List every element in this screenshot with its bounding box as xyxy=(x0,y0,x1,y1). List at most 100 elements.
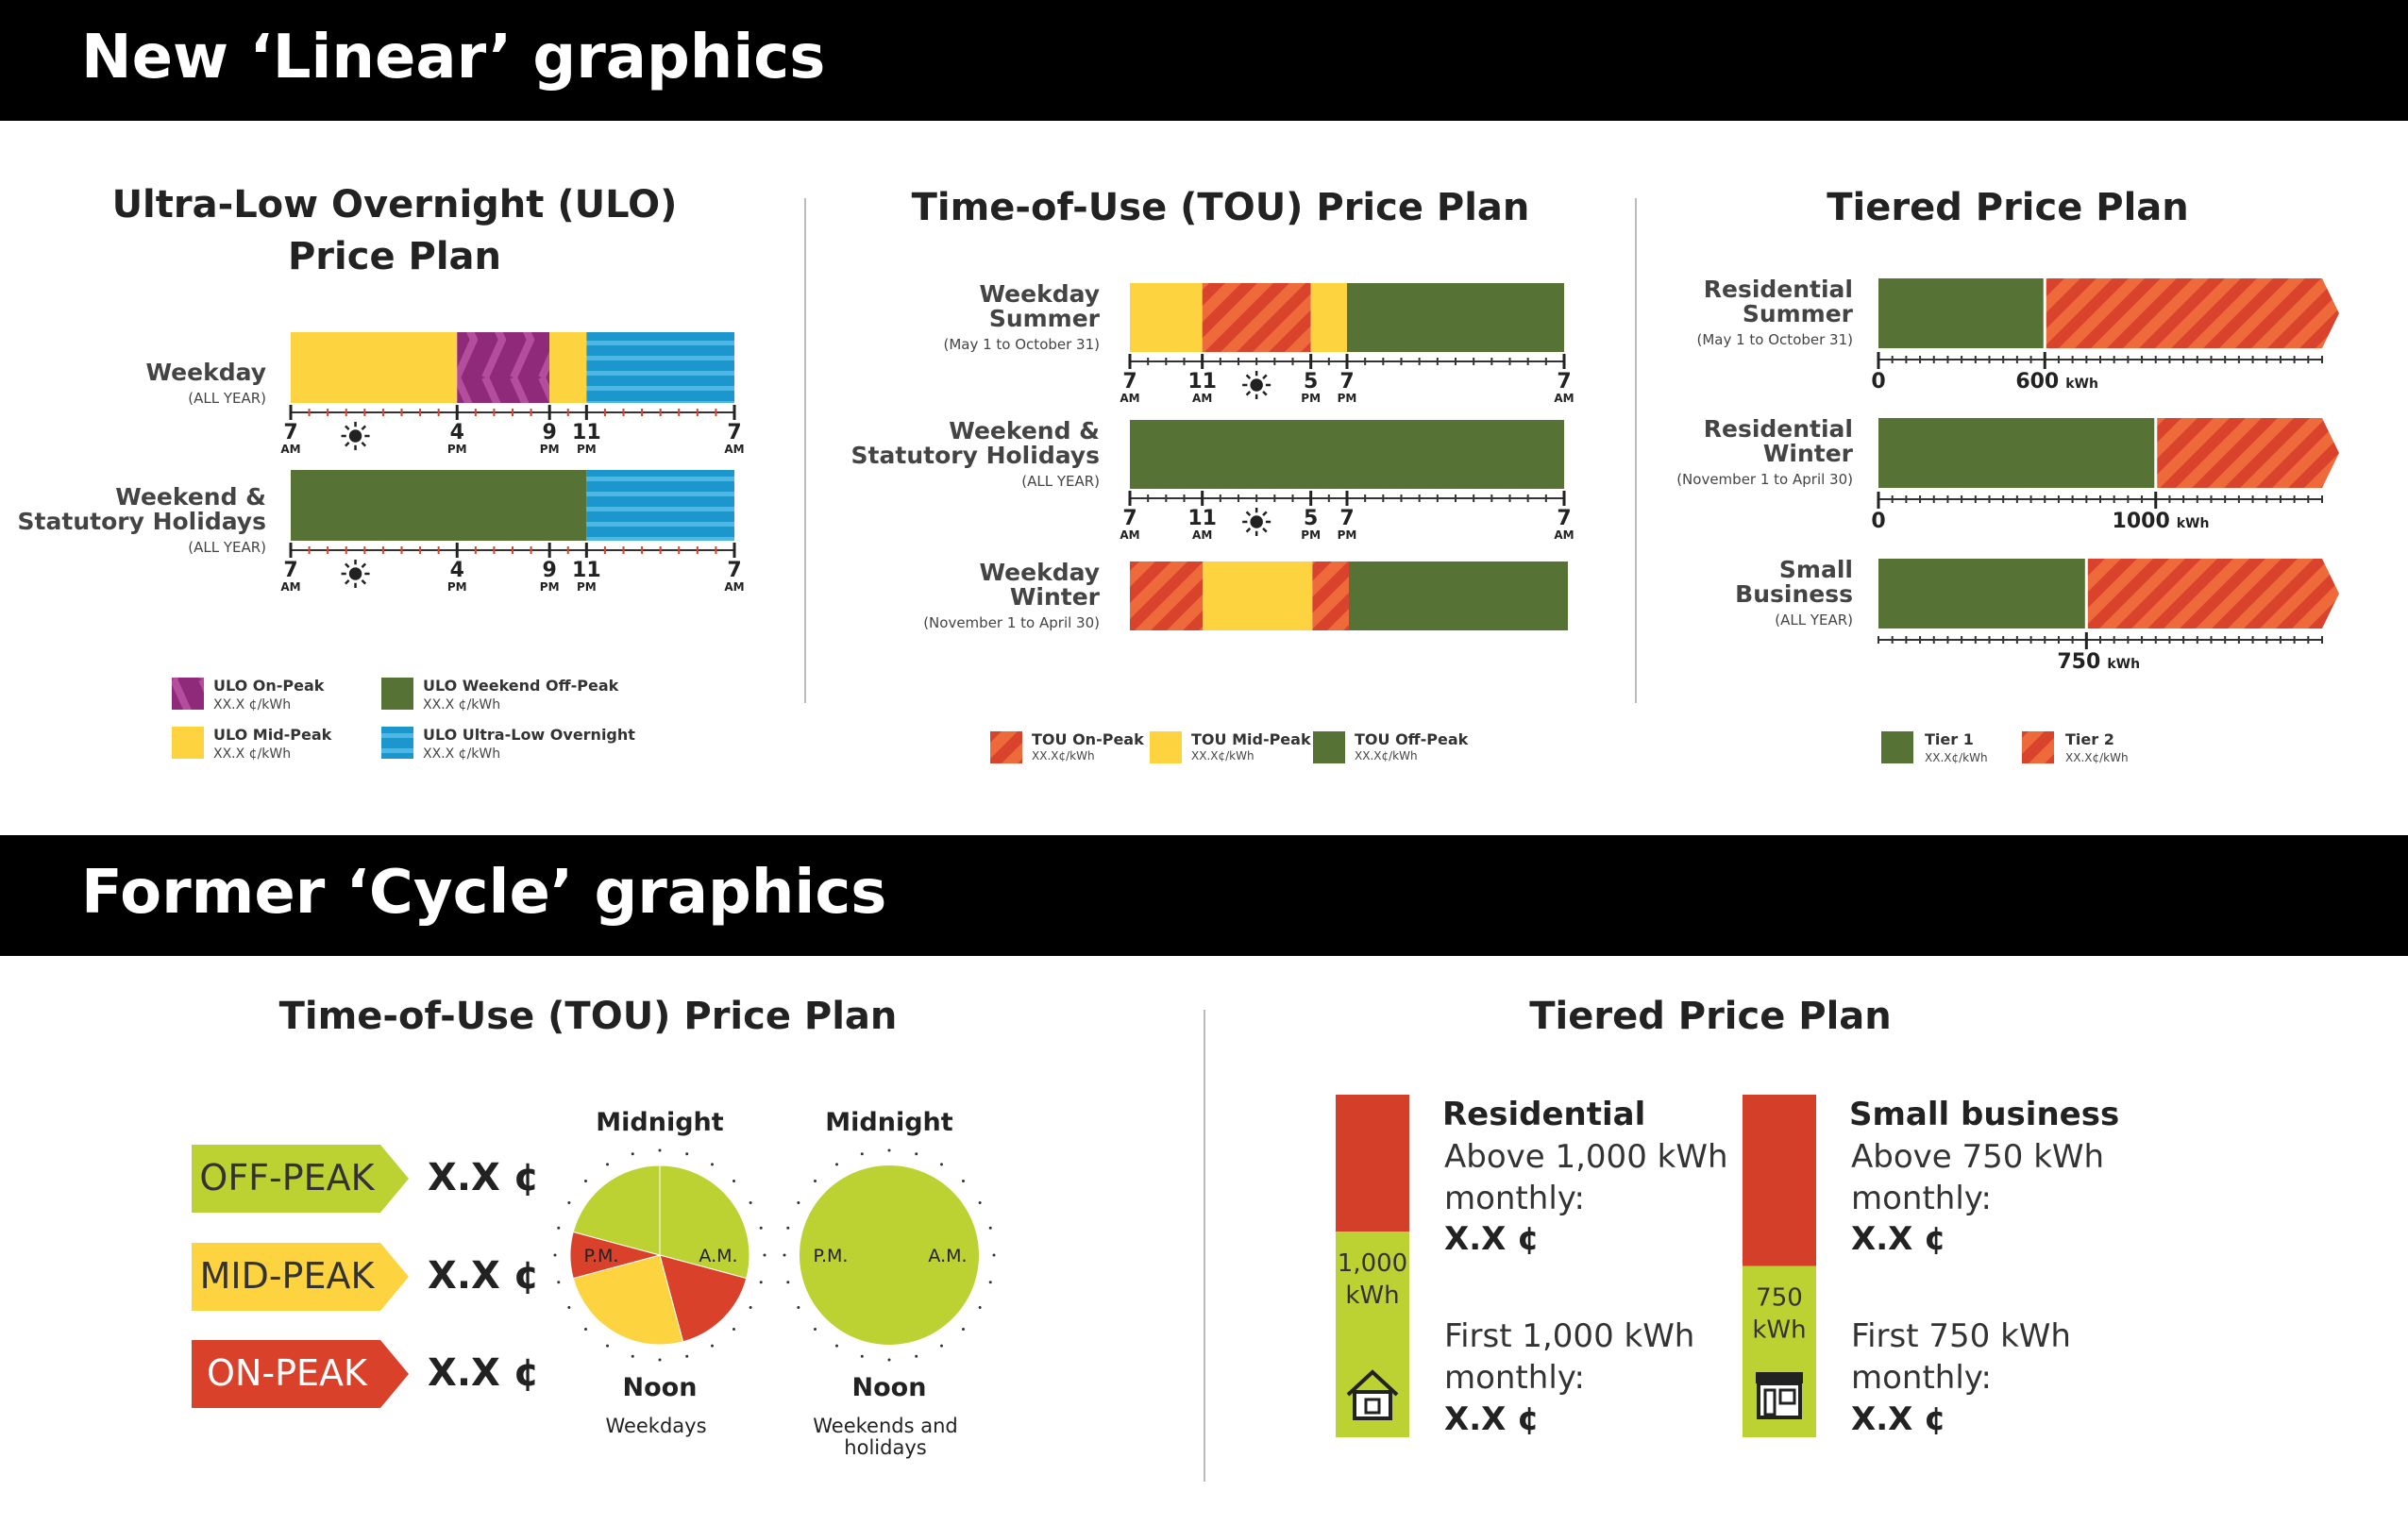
dial-tick xyxy=(567,1306,571,1309)
row-sublabel: (November 1 to April 30) xyxy=(923,614,1100,631)
tick-ampm: AM xyxy=(724,580,744,594)
tier-bar: 0 1000 kWh xyxy=(1871,418,2339,533)
dial-tick xyxy=(759,1281,763,1284)
tick-ampm: AM xyxy=(1192,392,1212,405)
dial-hour-numbers xyxy=(783,1148,996,1362)
dial-tick xyxy=(631,1152,634,1156)
lower-tier-price: X.X ¢ xyxy=(1444,1400,1540,1438)
legend-price: XX.X ¢/kWh xyxy=(213,697,291,712)
threshold-label: 750 xyxy=(1756,1284,1803,1313)
tiered-legend: Tier 1 XX.X¢/kWh Tier 2 XX.X¢/kWh xyxy=(1881,730,2129,764)
row-sublabel: (ALL YEAR) xyxy=(188,390,266,407)
row-label-line: Residential xyxy=(1704,276,1853,303)
row-sublabel: (ALL YEAR) xyxy=(1021,473,1100,490)
cycle-tiered-plan: Tiered Price Plan 1,000 kWh Residential Abov… xyxy=(1336,995,2119,1438)
tou-clock-dial: Midnight Noon Weekdays P.M. A.M. xyxy=(553,1108,766,1437)
lower-tier-text: monthly: xyxy=(1851,1359,1992,1397)
dial-tick xyxy=(814,1180,817,1183)
tick-ampm: PM xyxy=(1338,528,1357,542)
row-label-line: Winter xyxy=(1010,583,1101,611)
dial-hour-numbers xyxy=(553,1148,766,1362)
tiered-title: Tiered Price Plan xyxy=(1827,186,2189,229)
tick-ampm: AM xyxy=(1120,528,1139,542)
period-price: X.X ¢ xyxy=(428,1254,540,1298)
row-label-line: Summer xyxy=(1743,300,1854,327)
dial-tick xyxy=(658,1148,662,1152)
legend-label: TOU Off-Peak xyxy=(1355,730,1469,748)
dial-tick xyxy=(992,1253,996,1257)
tick-ampm: PM xyxy=(447,443,467,456)
dial-bottom-label: Noon xyxy=(852,1373,927,1402)
dial-tick xyxy=(783,1253,786,1257)
ulo-legend: ULO On-Peak XX.X ¢/kWh ULO Weekend Off-Pea… xyxy=(172,677,635,762)
dial-tick xyxy=(553,1253,557,1257)
period-segment-off xyxy=(1347,283,1564,352)
dial-tick xyxy=(711,1344,714,1348)
tick-ampm: PM xyxy=(1301,528,1321,542)
cycle-tou-title: Time-of-Use (TOU) Price Plan xyxy=(279,995,898,1038)
row-label-line: Small xyxy=(1779,556,1853,583)
tier2-block xyxy=(1336,1095,1409,1232)
period-segment-weekend xyxy=(291,470,587,541)
legend-price: XX.X ¢/kWh xyxy=(423,697,500,712)
tick-label: 7 xyxy=(283,559,297,582)
storefront-icon xyxy=(1756,1372,1803,1419)
ulo-plan: Ultra-Low Overnight (ULO) Price Plan Weekd… xyxy=(18,183,745,762)
dial-tick xyxy=(759,1226,763,1230)
tick-label: 5 xyxy=(1304,370,1318,394)
period-arrow-text: ON-PEAK xyxy=(207,1352,368,1394)
period-segment-on xyxy=(1202,283,1311,352)
tou-plan: Time-of-Use (TOU) Price PlanWeekdaySumme… xyxy=(851,186,1574,763)
dial-tick xyxy=(797,1201,800,1204)
period-segment-off xyxy=(1130,420,1564,489)
threshold-label: kWh xyxy=(1752,1316,1806,1345)
tou-title: Time-of-Use (TOU) Price Plan xyxy=(912,186,1530,229)
sun-icon xyxy=(341,422,370,450)
column-heading: Residential xyxy=(1442,1096,1645,1133)
dial-tick xyxy=(835,1344,838,1348)
tier2-segment xyxy=(2086,559,2339,628)
lower-tier-text: First 1,000 kWh xyxy=(1444,1317,1694,1355)
tick-ampm: PM xyxy=(540,580,560,594)
kwh-zero-label: 0 xyxy=(1871,510,1885,533)
dial-slice-off xyxy=(572,1165,661,1256)
linear-graphics-banner: New ‘Linear’ graphics xyxy=(0,0,2408,121)
dial-tick xyxy=(786,1281,790,1284)
row-label-line: Business xyxy=(1735,580,1853,608)
row-sublabel: (May 1 to October 31) xyxy=(1696,331,1853,348)
legend-label: ULO Mid-Peak xyxy=(213,726,332,744)
legend-price: XX.X¢/kWh xyxy=(2065,751,2129,764)
dial-tick xyxy=(732,1327,735,1331)
tick-label: 11 xyxy=(1187,507,1217,530)
dial-tick xyxy=(940,1163,943,1166)
tier-column: 750 kWh Small business Above 750 kWh monthly… xyxy=(1743,1095,2119,1438)
threshold-label: kWh xyxy=(1345,1282,1399,1310)
tick-label: 7 xyxy=(283,421,297,444)
period-segment-off xyxy=(1349,561,1568,630)
tick-label: 9 xyxy=(543,559,557,582)
tier-bar: 0 600 kWh xyxy=(1871,278,2339,394)
lower-tier-text: monthly: xyxy=(1444,1359,1585,1397)
tick-label: 11 xyxy=(1187,370,1217,394)
sun-icon xyxy=(1242,508,1271,536)
dial-tick xyxy=(887,1148,891,1152)
dial-tick xyxy=(786,1226,790,1230)
dial-tick xyxy=(606,1163,609,1166)
tick-label: 9 xyxy=(543,421,557,444)
dial-pm-label: P.M. xyxy=(584,1246,619,1266)
period-price: X.X ¢ xyxy=(428,1351,540,1395)
period-segment-on xyxy=(1130,561,1204,630)
tick-label: 7 xyxy=(1122,370,1137,394)
moon-icon xyxy=(1491,509,1506,535)
period-segment-on xyxy=(457,332,550,403)
moon-icon xyxy=(661,561,675,587)
row-label-line: Statutory Holidays xyxy=(851,442,1100,469)
tick-ampm: AM xyxy=(280,443,300,456)
dial-tick xyxy=(887,1358,891,1362)
legend-price: XX.X¢/kWh xyxy=(1355,749,1418,762)
tier2-segment xyxy=(2045,278,2339,348)
sun-icon xyxy=(1242,371,1271,399)
dial-tick xyxy=(860,1354,864,1358)
